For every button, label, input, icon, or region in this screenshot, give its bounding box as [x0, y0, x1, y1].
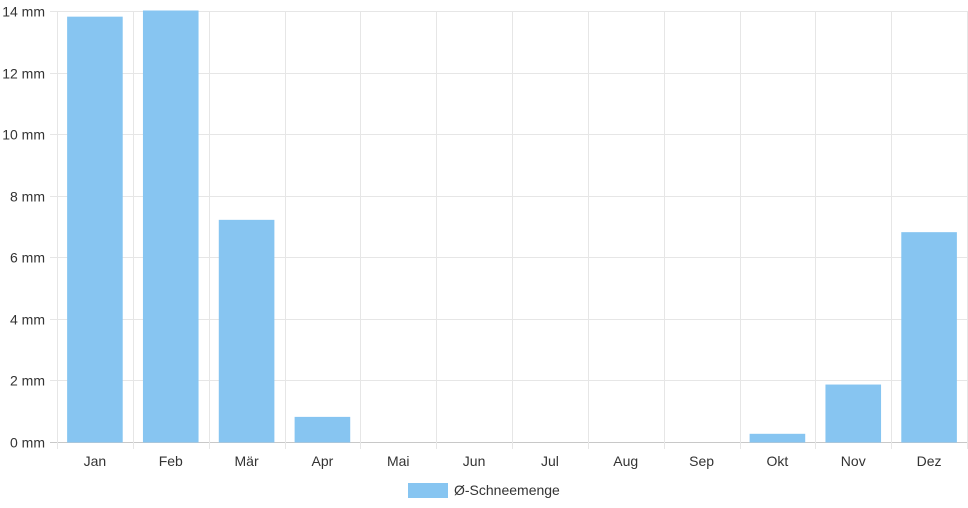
- y-gridlines: [50, 11, 967, 443]
- x-tick-label: Nov: [841, 453, 866, 469]
- y-tick-label: 2 mm: [10, 373, 45, 389]
- legend-label[interactable]: Ø-Schneemenge: [454, 482, 560, 498]
- y-tick-label: 6 mm: [10, 250, 45, 266]
- bar[interactable]: [901, 232, 957, 443]
- legend[interactable]: Ø-Schneemenge: [408, 482, 560, 498]
- x-tick-label: Dez: [917, 453, 942, 469]
- bar[interactable]: [825, 384, 882, 443]
- legend-swatch[interactable]: [408, 483, 448, 498]
- bar[interactable]: [142, 10, 199, 443]
- x-tick-label: Aug: [613, 453, 638, 469]
- y-axis-ticks: 0 mm 2 mm 4 mm 6 mm 8 mm 10 mm 12 mm 14 mm: [2, 4, 45, 451]
- bar[interactable]: [218, 219, 275, 443]
- bar[interactable]: [749, 433, 806, 443]
- x-tick-label: Okt: [767, 453, 789, 469]
- x-gridlines: [57, 11, 968, 449]
- x-tick-label: Jan: [84, 453, 107, 469]
- x-tick-label: Feb: [159, 453, 183, 469]
- x-tick-label: Mär: [235, 453, 259, 469]
- x-tick-label: Jul: [541, 453, 559, 469]
- y-tick-label: 12 mm: [2, 66, 45, 82]
- bar[interactable]: [67, 16, 123, 443]
- y-tick-label: 4 mm: [10, 312, 45, 328]
- y-tick-label: 0 mm: [10, 435, 45, 451]
- x-tick-label: Sep: [689, 453, 714, 469]
- y-tick-label: 8 mm: [10, 189, 45, 205]
- x-tick-label: Mai: [387, 453, 410, 469]
- x-tick-label: Jun: [463, 453, 486, 469]
- bar-series: [67, 10, 957, 443]
- x-tick-label: Apr: [312, 453, 334, 469]
- y-tick-label: 14 mm: [2, 4, 45, 20]
- y-tick-label: 10 mm: [2, 127, 45, 143]
- x-axis-ticks: Jan Feb Mär Apr Mai Jun Jul Aug Sep Okt Nov Dez: [84, 453, 942, 469]
- bar[interactable]: [294, 416, 351, 443]
